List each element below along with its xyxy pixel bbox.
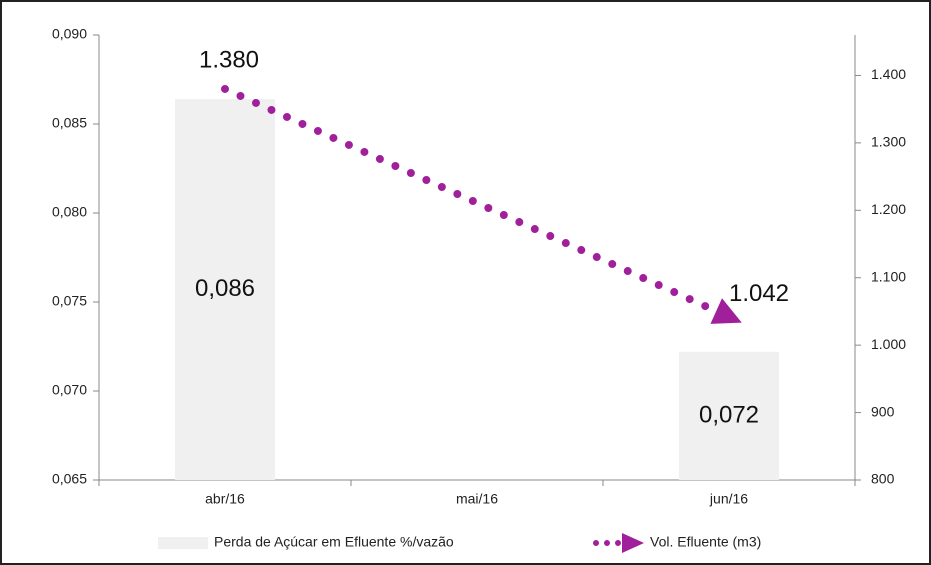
legend-label: Vol. Efluente (m3) xyxy=(650,534,761,550)
y-tick-label: 0,090 xyxy=(52,26,87,42)
legend-label: Perda de Açúcar em Efluente %/vazão xyxy=(214,534,454,550)
y2-tick-label: 800 xyxy=(871,471,895,487)
data-label: 0,072 xyxy=(699,401,759,428)
y-tick-label: 0,070 xyxy=(52,382,87,398)
data-label: 1.042 xyxy=(729,280,789,307)
legend-swatch xyxy=(158,537,208,549)
x-tick-label: jun/16 xyxy=(709,491,748,507)
data-label: 1.380 xyxy=(199,46,259,73)
y2-tick-label: 900 xyxy=(871,403,895,419)
y2-tick-label: 1.400 xyxy=(871,66,906,82)
data-label: 0,086 xyxy=(195,275,255,302)
y-tick-label: 0,085 xyxy=(52,115,87,131)
line-end-arrow xyxy=(710,298,742,324)
x-tick-label: mai/16 xyxy=(456,491,498,507)
legend-swatch xyxy=(622,533,644,553)
y2-tick-label: 1.300 xyxy=(871,134,906,150)
x-tick-label: abr/16 xyxy=(205,491,245,507)
y-tick-label: 0,075 xyxy=(52,293,87,309)
y-tick-label: 0,080 xyxy=(52,204,87,220)
y2-tick-label: 1.000 xyxy=(871,336,906,352)
y2-tick-label: 1.100 xyxy=(871,268,906,284)
y-tick-label: 0,065 xyxy=(52,471,87,487)
bar xyxy=(175,99,275,480)
y2-tick-label: 1.200 xyxy=(871,201,906,217)
line xyxy=(221,84,733,321)
bar xyxy=(679,351,779,480)
